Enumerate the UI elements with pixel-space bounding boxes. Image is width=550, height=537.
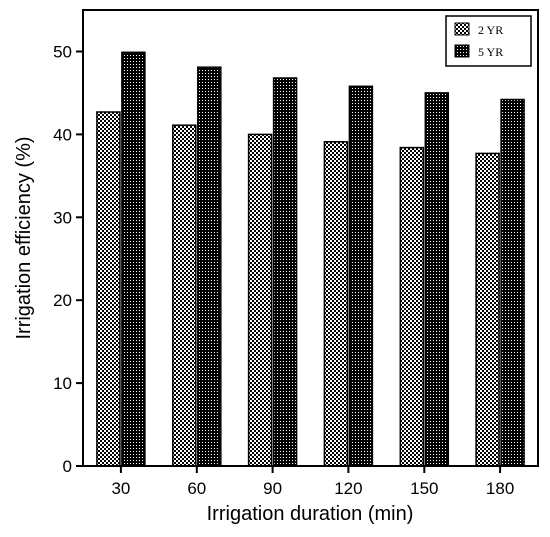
axes-layer [82, 9, 539, 467]
y-tick-label: 40 [53, 125, 72, 144]
bar-2yr-90 [247, 133, 273, 467]
bar-5yr-180 [500, 98, 525, 467]
x-axis-title: Irrigation duration (min) [207, 503, 414, 525]
y-tick-label: 30 [53, 208, 72, 227]
bar-2yr-30 [96, 111, 121, 467]
bar-2yr-150 [399, 146, 425, 467]
bar-2yr-180 [475, 152, 500, 467]
x-axis-ticks: 30 60 90 120 150 180 [111, 466, 514, 498]
y-tick-label: 50 [53, 43, 72, 62]
bars-layer [96, 51, 525, 467]
legend-swatch-2yr [454, 22, 470, 36]
x-tick-label: 180 [486, 479, 514, 498]
x-tick-label: 120 [334, 479, 362, 498]
y-tick-label: 0 [63, 457, 72, 476]
bar-5yr-60 [197, 66, 222, 467]
y-tick-label: 20 [53, 291, 72, 310]
x-tick-label: 30 [111, 479, 130, 498]
bar-5yr-90 [272, 77, 298, 467]
bar-5yr-30 [121, 51, 146, 467]
bar-2yr-120 [323, 141, 349, 467]
legend: 2 YR 5 YR [445, 15, 532, 67]
y-tick-label: 10 [53, 374, 72, 393]
legend-label-5yr: 5 YR [478, 45, 503, 59]
legend-label-2yr: 2 YR [478, 23, 503, 37]
x-tick-label: 150 [410, 479, 438, 498]
bar-2yr-60 [172, 124, 197, 467]
bar-5yr-150 [424, 92, 450, 467]
x-tick-label: 90 [263, 479, 282, 498]
plot-frame [82, 9, 539, 467]
legend-swatch-5yr [454, 44, 470, 58]
y-axis-title: Irrigation efficiency (%) [13, 136, 35, 339]
x-tick-label: 60 [187, 479, 206, 498]
bar-5yr-120 [348, 85, 374, 467]
y-axis-ticks: 0 10 20 30 40 50 [53, 43, 83, 476]
